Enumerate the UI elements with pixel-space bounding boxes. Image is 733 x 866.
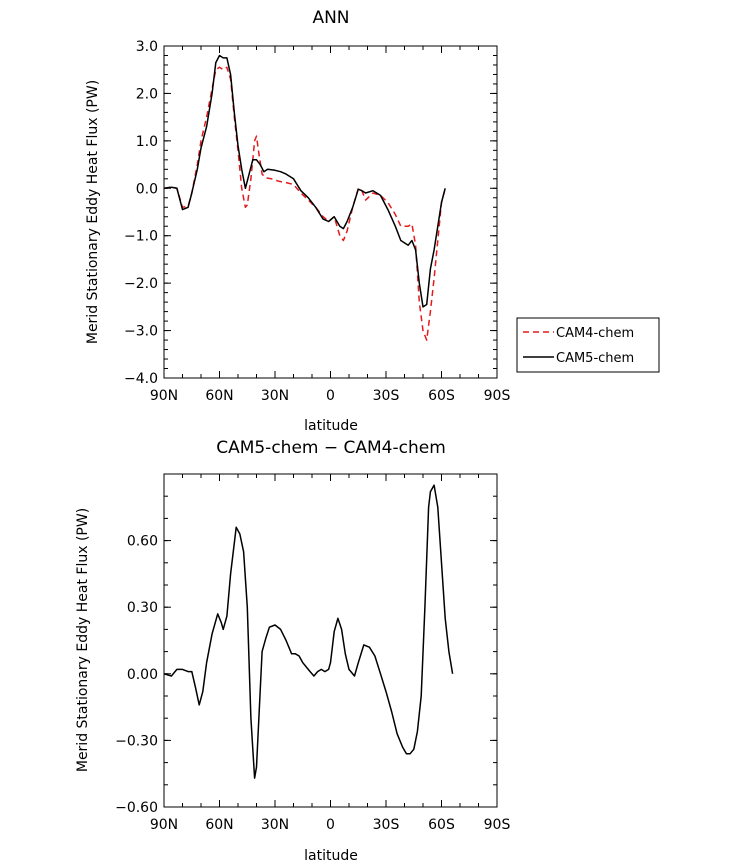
panel-1-title: ANN [312,8,349,28]
y-tick-label: 0.30 [127,600,158,616]
panel-1-frame [163,45,498,379]
panel-2-x-label: latitude [304,848,358,864]
x-tick-label: 0 [326,817,335,833]
legend: CAM4-chem CAM5-chem [516,317,660,373]
x-tick-label: 60S [428,817,455,833]
y-tick-label: 0.0 [136,181,158,197]
panel-1-y-label: Merid Stationary Eddy Heat Flux (PW) [85,80,101,344]
legend-box [516,317,660,373]
x-tick-label: 90N [150,388,178,404]
panel-1-y-axis: −4.0 −3.0 −2.0 −1.0 0.0 1.0 2.0 3.0 [124,39,497,387]
x-tick-label: 90N [150,817,178,833]
x-tick-label: 90S [484,388,511,404]
panel-2-x-axis: 90N 60N 30N 0 30S 60S 90S [150,474,511,833]
panel-difference: CAM5-chem − CAM4-chem −0.60 −0.30 0.00 0.30… [75,438,510,864]
panel-1-x-label: latitude [304,418,358,434]
series-line-cam5-chem [163,54,446,308]
panel-2-title: CAM5-chem − CAM4-chem [216,438,446,458]
y-tick-label: 0.60 [127,534,158,550]
x-tick-label: 60N [205,388,233,404]
y-tick-label: −0.60 [115,800,158,816]
x-tick-label: 30N [261,388,289,404]
x-tick-label: 90S [484,817,511,833]
y-tick-label: −1.0 [124,229,158,245]
panel-2-y-axis: −0.60 −0.30 0.00 0.30 0.60 [115,473,497,816]
x-tick-label: 30S [373,388,400,404]
x-tick-label: 60S [428,388,455,404]
panel-ann: ANN −4.0 −3.0 −2.0 −1.0 0.0 1.0 2.0 3.0 90N 60N 3… [85,8,660,434]
y-tick-label: 2.0 [136,86,158,102]
y-tick-label: 0.00 [127,667,158,683]
y-tick-label: −4.0 [124,371,158,387]
series-line-cam4-chem [163,66,446,341]
legend-label-cam5: CAM5-chem [556,351,634,366]
y-tick-label: 3.0 [136,39,158,55]
y-tick-label: −2.0 [124,276,158,292]
panel-1-series [163,54,446,341]
x-tick-label: 0 [326,388,335,404]
y-tick-label: −3.0 [124,324,158,340]
panel-2-series [163,484,454,779]
panel-2-y-label: Merid Stationary Eddy Heat Flux (PW) [75,508,91,772]
series-line-difference [163,484,454,779]
y-tick-label: 1.0 [136,134,158,150]
legend-label-cam4: CAM4-chem [556,326,634,341]
x-tick-label: 60N [205,817,233,833]
x-tick-label: 30S [373,817,400,833]
x-tick-label: 30N [261,817,289,833]
y-tick-label: −0.30 [115,733,158,749]
panel-1-x-axis: 90N 60N 30N 0 30S 60S 90S [150,46,511,404]
